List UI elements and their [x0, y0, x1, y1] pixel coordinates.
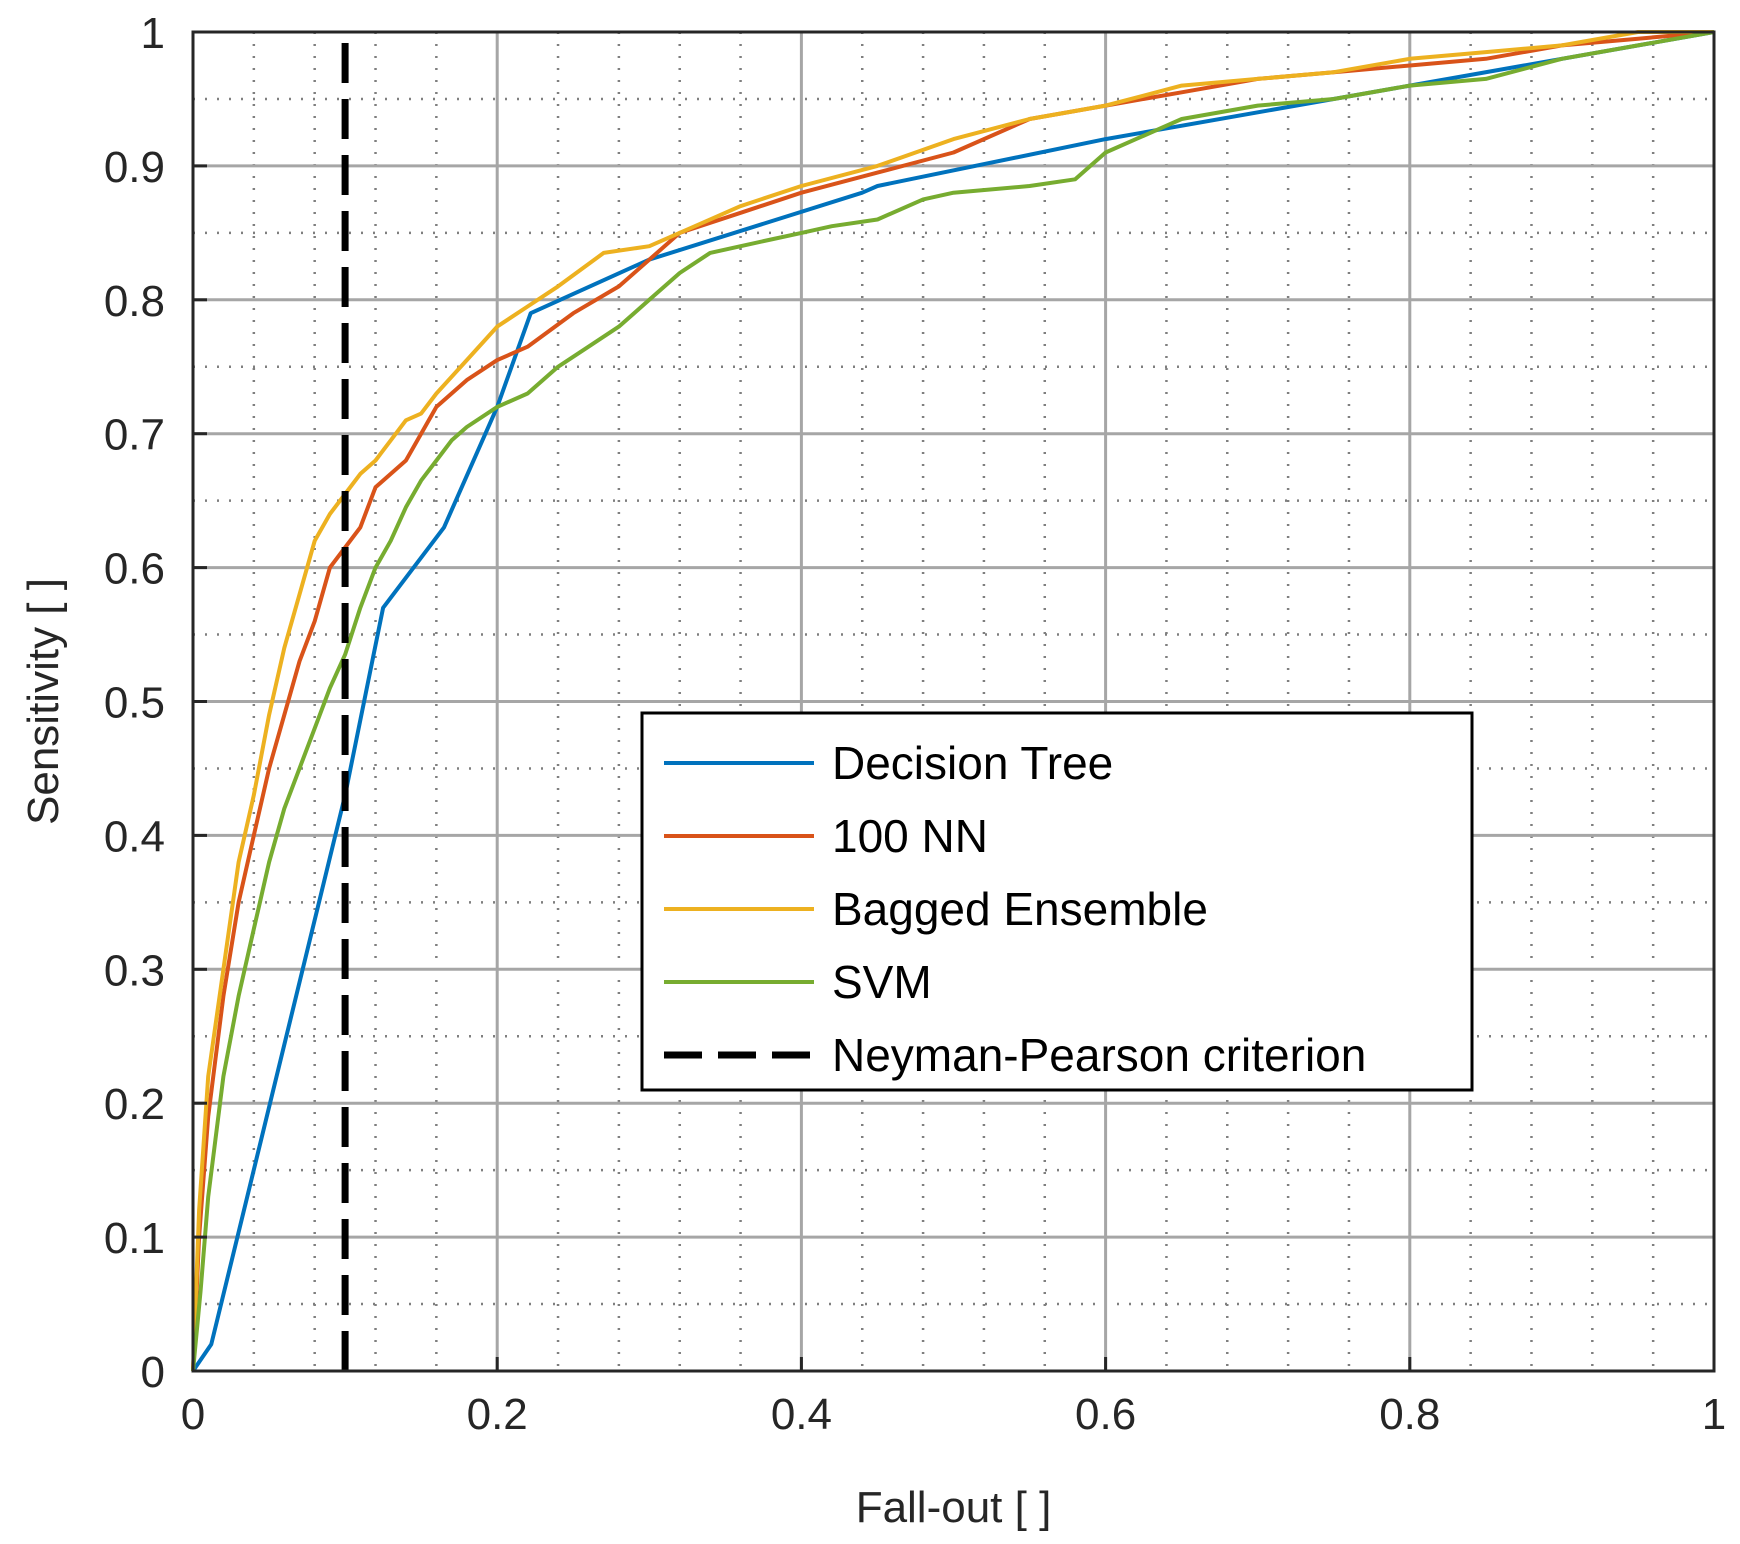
series-layer — [191, 30, 1715, 1373]
y-axis-label: Sensitivity [ ] — [19, 578, 68, 825]
series-line-bagged-ensemble — [191, 30, 1714, 1372]
legend-label: Decision Tree — [832, 737, 1113, 789]
x-axis-label: Fall-out [ ] — [856, 1483, 1052, 1532]
y-tick-label: 0.8 — [104, 277, 165, 326]
legend: Decision Tree 100 NN Bagged Ensemble SVM Ney… — [640, 711, 1474, 1092]
y-tick-label: 0.4 — [104, 812, 165, 861]
x-tick-label: 0.2 — [467, 1390, 528, 1439]
y-tick-label: 0.5 — [104, 679, 165, 728]
x-tick-label: 0.8 — [1379, 1390, 1440, 1439]
series-line-svm — [191, 30, 1715, 1372]
legend-label: Neyman-Pearson criterion — [832, 1029, 1366, 1081]
y-tick-label: 0.2 — [104, 1080, 165, 1129]
legend-label: SVM — [832, 956, 932, 1008]
x-tick-label: 0.6 — [1075, 1390, 1136, 1439]
y-tick-label: 0.7 — [104, 411, 165, 460]
y-tick-label: 0.9 — [104, 143, 165, 192]
y-tick-label: 0.1 — [104, 1214, 165, 1263]
legend-label: 100 NN — [832, 810, 988, 862]
x-axis-ticks: 0 0.2 0.4 0.6 0.8 1 — [181, 1357, 1726, 1439]
y-tick-label: 0.3 — [104, 946, 165, 995]
y-tick-label: 0.6 — [104, 545, 165, 594]
x-tick-label: 0 — [181, 1390, 205, 1439]
x-tick-label: 1 — [1702, 1390, 1726, 1439]
y-axis-ticks: 0 0.1 0.2 0.3 0.4 0.5 0.6 0.7 0.8 0.9 1 — [104, 9, 207, 1397]
legend-label: Bagged Ensemble — [832, 883, 1208, 935]
y-tick-label: 0 — [141, 1348, 165, 1397]
minor-grid — [193, 32, 1714, 1371]
x-tick-label: 0.4 — [771, 1390, 832, 1439]
y-tick-label: 1 — [141, 9, 165, 58]
legend-box — [640, 711, 1474, 1092]
